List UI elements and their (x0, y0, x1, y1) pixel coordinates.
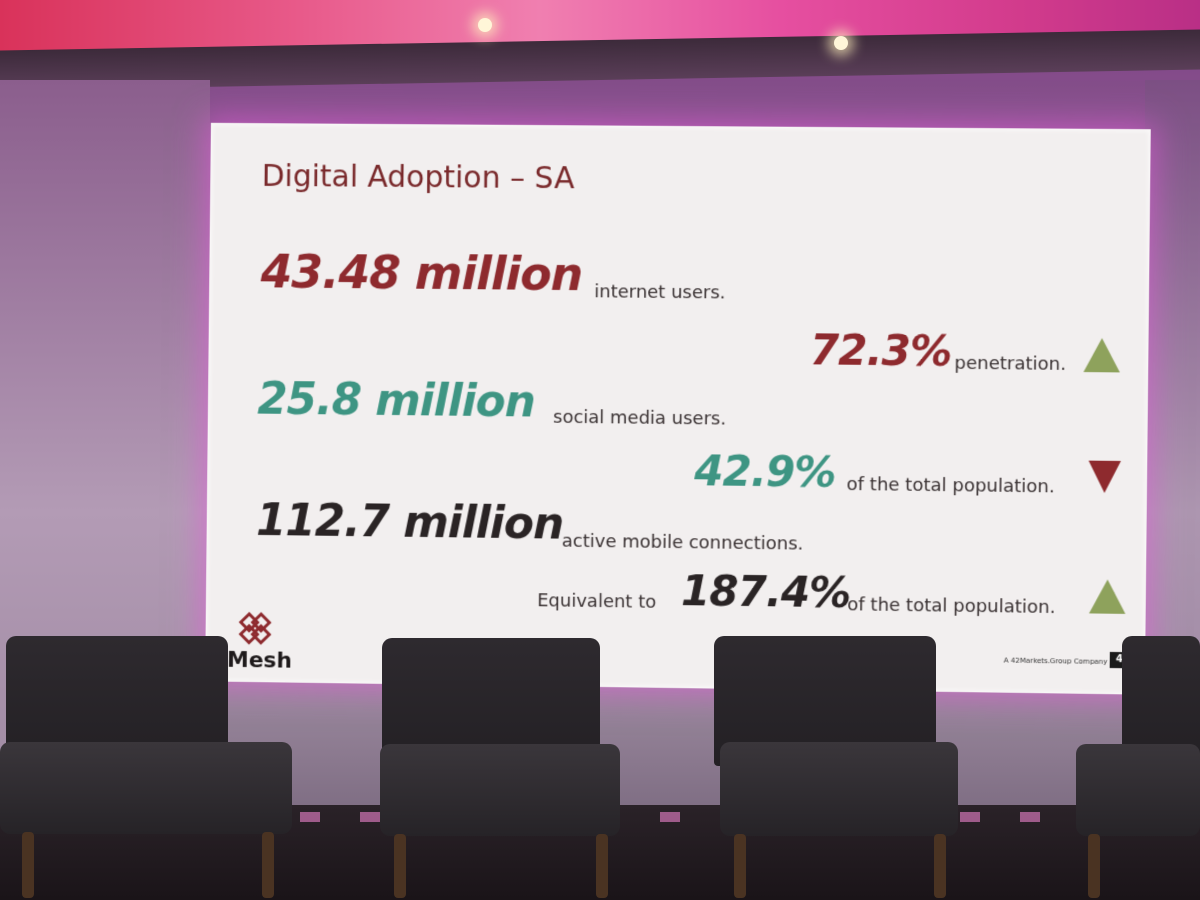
brand-name: Mesh (226, 647, 293, 674)
internet-users-caption: internet users. (594, 281, 726, 304)
population-share-caption: of the total population. (846, 473, 1055, 498)
mobile-connections-figure: 112.7 million (255, 495, 564, 550)
social-media-caption: social media users. (552, 406, 727, 430)
slide-title: Digital Adoption – SA (261, 158, 575, 197)
penetration-figure: 72.3% (809, 325, 952, 376)
trend-up-icon (1083, 337, 1121, 373)
ceiling-light (834, 36, 848, 50)
mobile-equivalent-caption: of the total population. (847, 594, 1056, 619)
mesh-logo-icon (235, 608, 275, 648)
mobile-connections-caption: active mobile connections. (561, 530, 804, 555)
equivalent-prefix: Equivalent to (537, 590, 657, 613)
mobile-equivalent-figure: 187.4% (680, 566, 851, 618)
trend-up-icon (1089, 579, 1126, 614)
population-share-figure: 42.9% (694, 446, 836, 497)
presentation-screen: Digital Adoption – SA 43.48 million inte… (205, 122, 1151, 695)
footer-note: A 42Markets.Group Company (1003, 656, 1108, 666)
trend-down-icon (1088, 460, 1121, 494)
ceiling-light (478, 18, 492, 32)
internet-users-figure: 43.48 million (260, 244, 583, 302)
social-media-figure: 25.8 million (257, 373, 536, 428)
penetration-caption: penetration. (954, 352, 1067, 375)
